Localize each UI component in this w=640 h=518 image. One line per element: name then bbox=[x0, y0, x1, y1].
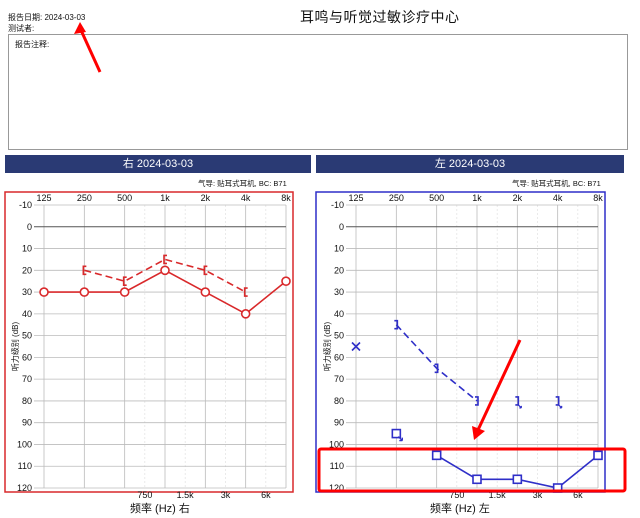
x-tick-bottom: 3k bbox=[221, 490, 231, 500]
x-tick-top: 4k bbox=[553, 193, 563, 203]
y-tick: -10 bbox=[19, 200, 32, 210]
data-point-circle bbox=[79, 287, 90, 297]
arrow-mark bbox=[558, 404, 563, 409]
y-tick: 110 bbox=[330, 461, 344, 471]
y-tick: 70 bbox=[22, 374, 32, 384]
y-tick: 40 bbox=[22, 309, 32, 319]
x-tick-top: 2k bbox=[201, 193, 211, 203]
tester-label: 测试者: bbox=[8, 24, 35, 33]
x-tick-bottom: 1.5k bbox=[177, 490, 195, 500]
y-axis-label: 听力级别 (dB) bbox=[10, 322, 20, 372]
y-tick: 40 bbox=[334, 309, 344, 319]
data-point-circle bbox=[39, 287, 49, 297]
data-point-bracket-arrow bbox=[515, 396, 520, 406]
y-tick: 90 bbox=[22, 418, 32, 428]
chart-frame-right bbox=[4, 191, 294, 493]
x-axis-label: 频率 (Hz) 左 bbox=[430, 501, 490, 515]
y-tick: 70 bbox=[334, 374, 344, 384]
data-point-square bbox=[512, 474, 523, 485]
data-point-bracket bbox=[243, 287, 248, 297]
y-tick: 120 bbox=[17, 483, 32, 493]
data-point-bracket bbox=[475, 396, 479, 406]
data-point-circle bbox=[200, 287, 211, 297]
x-axis-label: 频率 (Hz) 右 bbox=[130, 501, 190, 515]
data-point-bracket bbox=[122, 276, 127, 286]
report-notes-box[interactable]: 报告注释: bbox=[8, 34, 628, 150]
x-tick-top: 500 bbox=[429, 193, 444, 203]
series-line-right bbox=[84, 258, 247, 293]
y-axis-label: 听力级别 (dB) bbox=[322, 322, 332, 372]
y-tick: 100 bbox=[17, 439, 32, 449]
y-tick: 0 bbox=[27, 222, 32, 232]
report-notes-label: 报告注释: bbox=[15, 40, 50, 49]
data-point-square bbox=[472, 474, 482, 485]
y-tick: 0 bbox=[339, 222, 344, 232]
y-tick: 30 bbox=[22, 287, 32, 297]
x-tick-top: 2k bbox=[513, 193, 523, 203]
y-tick: 60 bbox=[334, 352, 344, 362]
x-tick-top: 8k bbox=[593, 193, 603, 203]
x-tick-bottom: 6k bbox=[261, 490, 271, 500]
x-tick-top: 4k bbox=[241, 193, 251, 203]
arrow-mark bbox=[517, 404, 522, 409]
arrow-head-threshold bbox=[472, 426, 485, 440]
data-point-square bbox=[593, 450, 603, 461]
legend-note-left: 气导: 贴耳式耳机, BC: B71 bbox=[512, 178, 601, 188]
x-tick-bottom: 6k bbox=[573, 490, 583, 500]
data-point-square bbox=[431, 450, 442, 461]
y-tick: 120 bbox=[329, 483, 344, 493]
data-point-square-arrow bbox=[391, 428, 402, 439]
x-tick-top: 250 bbox=[77, 193, 92, 203]
x-tick-top: 125 bbox=[36, 193, 51, 203]
x-tick-top: 1k bbox=[472, 193, 482, 203]
x-tick-bottom: 3k bbox=[533, 490, 543, 500]
data-point-bracket bbox=[82, 265, 87, 276]
arrow-mark bbox=[397, 436, 403, 442]
arrow-to-date bbox=[78, 27, 102, 73]
x-tick-top: 250 bbox=[389, 193, 404, 203]
data-point-circle bbox=[160, 265, 170, 276]
legend-note-right: 气导: 贴耳式耳机, BC: B71 bbox=[198, 178, 287, 188]
arrow-to-threshold bbox=[476, 339, 522, 431]
x-tick-top: 125 bbox=[348, 193, 363, 203]
x-tick-bottom: 750 bbox=[137, 490, 152, 500]
highlight-box bbox=[317, 447, 627, 493]
y-tick: 10 bbox=[334, 244, 344, 254]
x-tick-top: 1k bbox=[160, 193, 170, 203]
data-point-circle bbox=[281, 276, 291, 286]
y-tick: 110 bbox=[18, 461, 32, 471]
y-tick: 90 bbox=[334, 418, 344, 428]
right-ear-header: 右 2024-03-03 bbox=[5, 155, 311, 173]
data-point-bracket bbox=[434, 363, 439, 374]
x-tick-bottom: 750 bbox=[449, 490, 464, 500]
clinic-title: 耳鸣与听觉过敏诊疗中心 bbox=[300, 9, 460, 25]
left-ear-header: 左 2024-03-03 bbox=[316, 155, 624, 173]
y-tick: 20 bbox=[22, 265, 32, 275]
y-tick: 10 bbox=[22, 244, 32, 254]
y-tick: 50 bbox=[334, 331, 344, 341]
x-tick-top: 8k bbox=[281, 193, 291, 203]
y-tick: 80 bbox=[22, 396, 32, 406]
y-tick: 80 bbox=[334, 396, 344, 406]
data-point-bracket bbox=[203, 265, 208, 276]
data-point-circle bbox=[119, 287, 130, 297]
data-point-x bbox=[351, 341, 361, 352]
data-point-circle bbox=[240, 309, 251, 319]
y-tick: -10 bbox=[331, 200, 344, 210]
report-date: 报告日期: 2024-03-03 bbox=[8, 13, 86, 22]
data-point-bracket bbox=[163, 254, 167, 265]
y-tick: 100 bbox=[329, 439, 344, 449]
data-point-bracket bbox=[394, 319, 399, 330]
y-tick: 50 bbox=[22, 331, 32, 341]
arrow-head-date bbox=[74, 22, 86, 34]
y-tick: 30 bbox=[334, 287, 344, 297]
y-tick: 60 bbox=[22, 352, 32, 362]
y-tick: 20 bbox=[334, 265, 344, 275]
series-line-left bbox=[395, 324, 478, 402]
x-tick-bottom: 1.5k bbox=[489, 490, 507, 500]
x-tick-top: 500 bbox=[117, 193, 132, 203]
data-point-bracket-arrow bbox=[555, 396, 560, 406]
